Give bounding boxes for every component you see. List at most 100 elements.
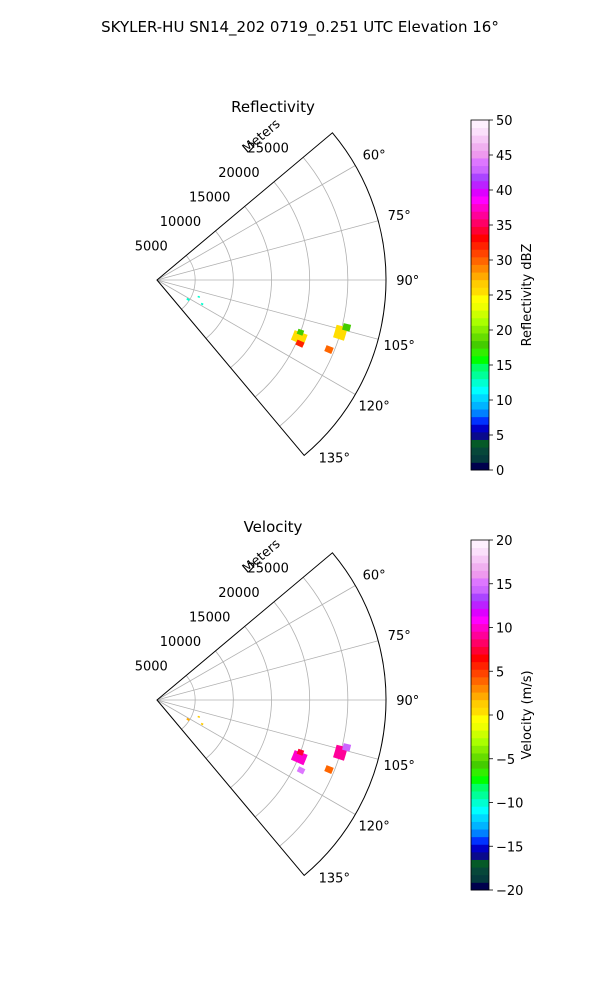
- azimuth-tick-label: 90°: [396, 694, 419, 709]
- colorbar-tick-label: −10: [496, 797, 523, 812]
- colorbar-segment: [471, 363, 489, 372]
- colorbar-segment: [471, 570, 489, 579]
- colorbar-tick-label: 25: [496, 289, 513, 304]
- azimuth-line-120: [156, 279, 356, 395]
- colorbar-segment: [471, 578, 489, 587]
- range-tick-label: 10000: [160, 215, 201, 230]
- colorbar-tick-label: 35: [496, 219, 513, 234]
- colorbar-segment: [471, 844, 489, 853]
- azimuth-line-120: [156, 699, 356, 815]
- colorbar-segment: [471, 310, 489, 319]
- colorbar-segment: [471, 158, 489, 167]
- range-tick-label: 10000: [160, 635, 201, 650]
- colorbar-tick-label: −5: [496, 753, 515, 768]
- colorbar-segment: [471, 661, 489, 670]
- colorbar-segment: [471, 783, 489, 792]
- colorbar-segment: [471, 218, 489, 227]
- range-tick-label: 15000: [189, 610, 230, 625]
- range-tick-label: 25000: [248, 141, 289, 156]
- range-ring-20000: [254, 601, 311, 818]
- azimuth-tick-label: 75°: [388, 629, 411, 644]
- colorbar-segment: [471, 562, 489, 571]
- colorbar-tick-label: 40: [496, 184, 513, 199]
- colorbar-segment: [471, 608, 489, 617]
- radar-echo-8: [200, 722, 204, 726]
- colorbar-tick-label: 45: [496, 149, 513, 164]
- azimuth-tick-label: 90°: [396, 274, 419, 289]
- colorbar-segment: [471, 836, 489, 845]
- colorbar-segment: [471, 623, 489, 632]
- sector-frame: [156, 132, 387, 457]
- colorbar-label: Velocity (m/s): [520, 670, 535, 759]
- colorbar-segment: [471, 409, 489, 418]
- radar-echo-4: [296, 766, 306, 775]
- colorbar-segment: [471, 768, 489, 777]
- colorbar-segment: [471, 654, 489, 663]
- radar-echo-4: [295, 339, 305, 348]
- colorbar-tick-label: 10: [496, 394, 513, 409]
- colorbar-tick-label: 0: [496, 709, 504, 724]
- colorbar-segment: [471, 600, 489, 609]
- colorbar-segment: [471, 272, 489, 281]
- radar-echo-1: [342, 323, 352, 332]
- radar-echo-2: [324, 765, 334, 774]
- colorbar-segment: [471, 829, 489, 838]
- colorbar-segment: [471, 165, 489, 174]
- colorbar-segment: [471, 302, 489, 311]
- range-ring-25000: [279, 157, 349, 427]
- azimuth-line-75: [156, 640, 379, 701]
- colorbar-tick-label: 20: [496, 534, 513, 549]
- colorbar-segment: [471, 669, 489, 678]
- range-ring-20000: [254, 181, 311, 398]
- colorbar-tick-label: 30: [496, 254, 513, 269]
- colorbar-segment: [471, 775, 489, 784]
- colorbar-tick-label: 5: [496, 429, 504, 444]
- radar-echo-3: [290, 750, 308, 766]
- colorbar-segment: [471, 540, 489, 549]
- colorbar-segment: [471, 874, 489, 883]
- colorbar-tick-label: 15: [496, 578, 513, 593]
- colorbar-segment: [471, 340, 489, 349]
- colorbar-segment: [471, 737, 489, 746]
- colorbar-segment: [471, 692, 489, 701]
- radar-echo-3: [290, 330, 308, 346]
- azimuth-tick-label: 105°: [384, 759, 415, 774]
- radar-echo-7: [197, 295, 201, 299]
- colorbar-segment: [471, 348, 489, 357]
- colorbar-tick-label: −20: [496, 884, 523, 899]
- colorbar-segment: [471, 798, 489, 807]
- radar-echo-1: [342, 743, 352, 752]
- colorbar-tick-label: −15: [496, 840, 523, 855]
- colorbar-segment: [471, 355, 489, 364]
- range-tick-label: 5000: [135, 239, 168, 254]
- colorbar-segment: [471, 821, 489, 830]
- colorbar-segment: [471, 631, 489, 640]
- azimuth-tick-label: 60°: [363, 569, 386, 584]
- colorbar-segment: [471, 317, 489, 326]
- colorbar-segment: [471, 707, 489, 716]
- colorbar-segment: [471, 806, 489, 815]
- azimuth-tick-label: 60°: [363, 149, 386, 164]
- colorbar-tick-label: 20: [496, 324, 513, 339]
- azimuth-line-75: [156, 220, 379, 281]
- azimuth-tick-label: 135°: [319, 871, 350, 886]
- radar-echo-5: [296, 748, 305, 756]
- colorbar-segment: [471, 180, 489, 189]
- colorbar-segment: [471, 638, 489, 647]
- range-tick-label: 20000: [218, 586, 259, 601]
- colorbar-segment: [471, 386, 489, 395]
- azimuth-tick-label: 105°: [384, 339, 415, 354]
- colorbar-segment: [471, 127, 489, 136]
- colorbar-tick-label: 0: [496, 464, 504, 479]
- range-ring-10000: [205, 230, 234, 339]
- range-tick-label: 20000: [218, 166, 259, 181]
- colorbar-segment: [471, 333, 489, 342]
- colorbar-segment: [471, 256, 489, 265]
- colorbar-segment: [471, 555, 489, 564]
- colorbar-segment: [471, 393, 489, 402]
- colorbar-segment: [471, 142, 489, 151]
- colorbar-segment: [471, 416, 489, 425]
- figure-suptitle: SKYLER-HU SN14_202 0719_0.251 UTC Elevat…: [101, 18, 499, 37]
- colorbar-segment: [471, 730, 489, 739]
- azimuth-tick-label: 135°: [319, 451, 350, 466]
